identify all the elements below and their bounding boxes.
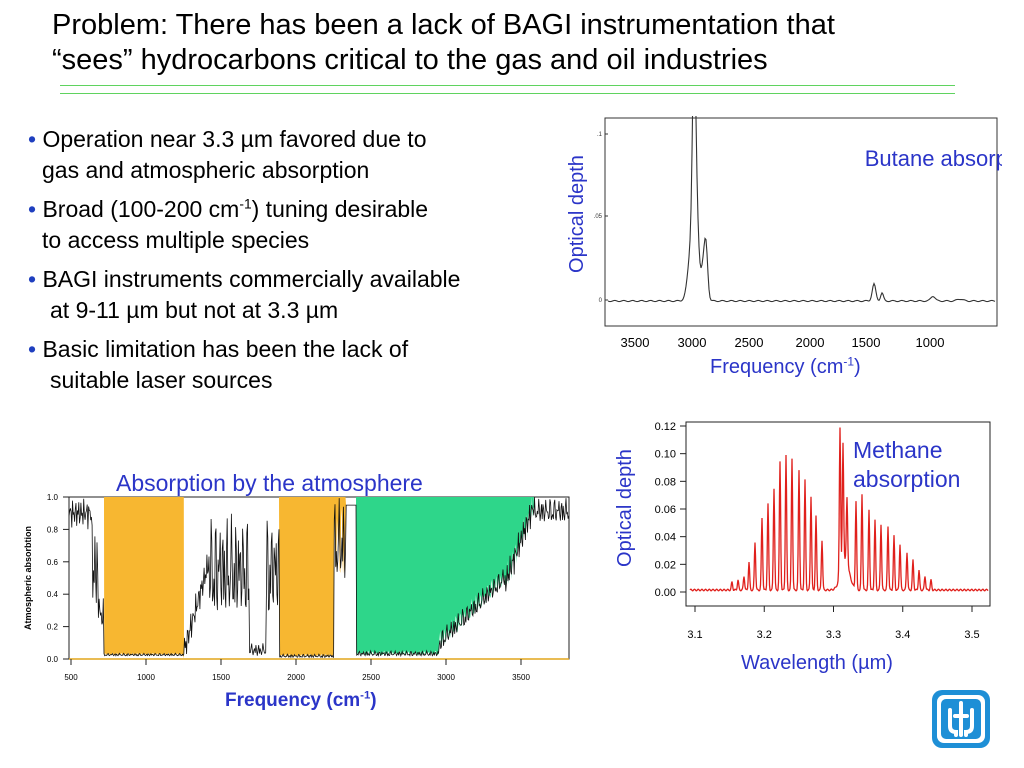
atmosphere-x-tick: 500: [64, 673, 78, 682]
butane-x-label: Frequency (cm-1): [710, 354, 861, 379]
methane-x-tick: 3.2: [757, 629, 772, 641]
bullet-dot: •: [28, 126, 37, 152]
methane-x-tick: 3.3: [826, 629, 841, 641]
bullet-1-line-1: Operation near 3.3 µm favored due to: [42, 126, 427, 152]
bullet-1-line-2: gas and atmospheric absorption: [42, 157, 370, 183]
methane-y-label: Optical depth: [614, 449, 636, 567]
methane-label: Methane absorption: [853, 436, 960, 494]
atmosphere-x-label-main: Frequency (cm: [225, 690, 361, 711]
butane-plot-frame: [604, 117, 998, 327]
butane-x-label-end: ): [854, 356, 861, 378]
methane-x-tick: 3.1: [687, 629, 702, 641]
atmosphere-y-tick: 1.0: [47, 493, 59, 502]
atmosphere-band-orange: [104, 497, 346, 659]
atmosphere-x-tick: 1500: [212, 673, 230, 682]
methane-x-tick: 3.5: [964, 629, 979, 641]
butane-x-label-main: Frequency (cm: [710, 356, 844, 378]
bullet-list: • Operation near 3.3 µm favored due to g…: [28, 124, 588, 404]
bullet-dot: •: [28, 196, 37, 222]
butane-y-tick: .1: [597, 132, 603, 138]
butane-x-tick: 2000: [796, 335, 825, 350]
methane-chart: 0.12 0.10 0.08 0.06 0.04 0.02 0.00 3.1 3.2 3.3 3.…: [655, 421, 991, 641]
atmosphere-title: Absorption by the atmosphere: [116, 470, 423, 496]
bullet-item-3: • BAGI instruments commercially availabl…: [28, 264, 588, 326]
bullet-4-line-2: suitable laser sources: [50, 367, 273, 393]
methane-x-tick: 3.4: [895, 629, 910, 641]
atmosphere-x-label-end: ): [370, 690, 377, 711]
bullet-dot: •: [28, 336, 37, 362]
atmosphere-x-tick: 1000: [137, 673, 155, 682]
sandia-thunderbird-icon: [932, 690, 990, 748]
butane-x-tick: 1000: [916, 335, 945, 350]
methane-spectrum-line: [689, 427, 989, 592]
atmosphere-absorption-line: [68, 497, 570, 659]
atmosphere-x-tick: 2500: [362, 673, 380, 682]
title-line-1: Problem: There has been a lack of BAGI i…: [52, 9, 835, 41]
methane-y-tick: 0.12: [655, 421, 676, 433]
butane-label: Butane absorption: [865, 146, 1002, 171]
atmosphere-chart: 1.0 0.8 0.6 0.4 0.2 0.0 500 1000 1500 2000 2500 30…: [47, 493, 570, 682]
butane-x-tick: 1500: [852, 335, 881, 350]
bullet-2-line-1b: ) tuning desirable: [251, 196, 429, 222]
butane-y-tick: 0: [599, 298, 603, 304]
methane-x-label: Wavelength (µm): [741, 652, 893, 674]
atmosphere-y-tick: 0.4: [47, 590, 59, 599]
bullet-item-1: • Operation near 3.3 µm favored due to g…: [28, 124, 588, 186]
methane-label-line-2: absorption: [853, 466, 961, 492]
butane-chart: .1 .05 0 3500 3000 2500 2000 1500 1000 Butane a…: [594, 116, 1002, 350]
atmosphere-x-tick: 3500: [512, 673, 530, 682]
bullet-4-line-1: Basic limitation has been the lack of: [42, 336, 409, 362]
atmosphere-y-tick: 0.6: [47, 558, 59, 567]
atmosphere-y-tick: 0.8: [47, 525, 59, 534]
title-line-2: “sees” hydrocarbons critical to the gas …: [52, 44, 768, 76]
title-rule-bottom: [60, 93, 955, 94]
title-rule-top: [60, 85, 955, 86]
methane-y-tick: 0.04: [655, 532, 676, 544]
methane-y-tick: 0.10: [655, 449, 676, 461]
atmosphere-x-tick: 2000: [287, 673, 305, 682]
methane-label-line-1: Methane: [853, 437, 943, 463]
butane-x-tick: 3500: [621, 335, 650, 350]
butane-x-label-sup: -1: [843, 354, 855, 369]
methane-y-tick: 0.00: [655, 587, 676, 599]
atmosphere-x-label-sup: -1: [360, 689, 371, 702]
butane-x-tick: 3000: [678, 335, 707, 350]
methane-y-tick: 0.06: [655, 504, 676, 516]
bullet-item-4: • Basic limitation has been the lack of …: [28, 334, 588, 396]
bullet-2-line-2: to access multiple species: [42, 227, 310, 253]
methane-y-tick: 0.08: [655, 476, 676, 488]
butane-x-tick: 2500: [735, 335, 764, 350]
bullet-dot: •: [28, 266, 37, 292]
bullet-3-line-2: at 9-11 µm but not at 3.3 µm: [50, 297, 339, 323]
atmosphere-x-label: Frequency (cm-1): [225, 690, 377, 712]
atmosphere-y-tick: 0.2: [47, 623, 59, 632]
butane-y-tick: .05: [594, 214, 603, 220]
bullet-2-sup: -1: [239, 196, 252, 212]
slide-title: Problem: There has been a lack of BAGI i…: [52, 8, 1012, 78]
atmosphere-y-tick: 0.0: [47, 655, 59, 664]
bullet-3-line-1: BAGI instruments commercially available: [42, 266, 461, 292]
atmosphere-band-green: [356, 496, 534, 656]
atmosphere-x-tick: 3000: [437, 673, 455, 682]
bullet-item-2: • Broad (100-200 cm-1) tuning desirable …: [28, 194, 588, 256]
methane-y-tick: 0.02: [655, 559, 676, 571]
butane-spectrum-line: [607, 116, 996, 303]
bullet-2-line-1a: Broad (100-200 cm: [42, 196, 240, 222]
butane-y-label: Optical depth: [566, 155, 588, 273]
